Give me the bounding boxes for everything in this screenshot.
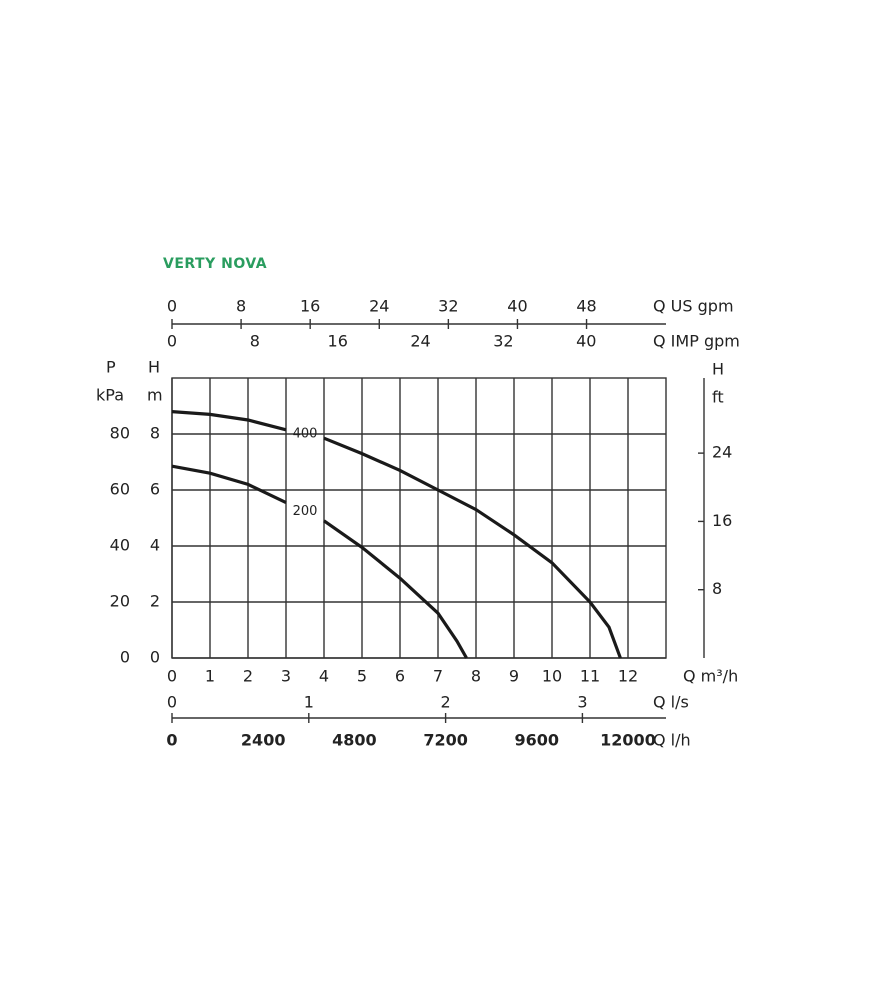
flow-tick-label: 12000	[600, 731, 656, 750]
flow-tick-label: 0	[167, 297, 177, 316]
flow-tick-label: 8	[250, 332, 260, 351]
y-tick-label: 8	[150, 424, 160, 443]
flow-tick-label: 16	[328, 332, 348, 351]
curve-label: 200	[293, 504, 318, 519]
flow-tick-label: 32	[493, 332, 513, 351]
flow-axis-label: Q l/s	[653, 693, 689, 712]
flow-tick-label: 3	[577, 693, 587, 712]
flow-tick-label: 40	[507, 297, 527, 316]
x-tick-label: 0	[167, 667, 177, 686]
x-tick-label: 9	[509, 667, 519, 686]
p-tick-label: 80	[110, 424, 130, 443]
flow-axis-label: Q IMP gpm	[653, 332, 740, 351]
flow-tick-label: 2	[441, 693, 451, 712]
x-tick-label: 11	[580, 667, 600, 686]
flow-tick-label: 48	[576, 297, 596, 316]
flow-tick-label: 1	[304, 693, 314, 712]
flow-tick-label: 0	[167, 693, 177, 712]
flow-tick-label: 32	[438, 297, 458, 316]
flow-axis-label: Q US gpm	[653, 297, 734, 316]
chart-title: VERTY NOVA	[163, 256, 267, 272]
flow-tick-label: 8	[236, 297, 246, 316]
x-axis-label: Q m³/h	[683, 667, 738, 686]
flow-tick-label: 9600	[515, 731, 560, 750]
p-axis-label: P	[106, 358, 116, 377]
x-tick-label: 4	[319, 667, 329, 686]
flow-axis-label: Q l/h	[653, 731, 691, 750]
y-tick-label: 4	[150, 536, 160, 555]
y2-tick-label: 8	[712, 579, 722, 598]
y-tick-label: 0	[150, 648, 160, 667]
p-tick-label: 40	[110, 536, 130, 555]
y-tick-label: 6	[150, 480, 160, 499]
flow-tick-label: 2400	[241, 731, 286, 750]
flow-tick-label: 24	[410, 332, 430, 351]
x-tick-label: 6	[395, 667, 405, 686]
flow-tick-label: 24	[369, 297, 389, 316]
p-tick-label: 0	[120, 648, 130, 667]
flow-tick-label: 7200	[423, 731, 468, 750]
p-tick-label: 60	[110, 480, 130, 499]
curve-label: 400	[293, 427, 318, 442]
p-axis-unit: kPa	[96, 386, 124, 405]
y2-axis-label: H	[712, 360, 724, 379]
y2-tick-label: 24	[712, 443, 732, 462]
x-tick-label: 10	[542, 667, 562, 686]
flow-tick-label: 16	[300, 297, 320, 316]
flow-tick-label: 0	[166, 731, 177, 750]
flow-tick-label: 40	[576, 332, 596, 351]
pump-curve	[171, 410, 622, 659]
x-tick-label: 2	[243, 667, 253, 686]
x-tick-label: 1	[205, 667, 215, 686]
x-tick-label: 5	[357, 667, 367, 686]
y2-axis-unit: ft	[712, 388, 724, 407]
x-tick-label: 12	[618, 667, 638, 686]
y-tick-label: 2	[150, 592, 160, 611]
flow-tick-label: 4800	[332, 731, 377, 750]
x-tick-label: 3	[281, 667, 291, 686]
flow-tick-label: 0	[167, 332, 177, 351]
y2-tick-label: 16	[712, 511, 732, 530]
y-axis-unit: m	[147, 386, 163, 405]
x-tick-label: 7	[433, 667, 443, 686]
y-axis-label: H	[148, 358, 160, 377]
p-tick-label: 20	[110, 592, 130, 611]
x-tick-label: 8	[471, 667, 481, 686]
pump-curve	[171, 464, 468, 659]
